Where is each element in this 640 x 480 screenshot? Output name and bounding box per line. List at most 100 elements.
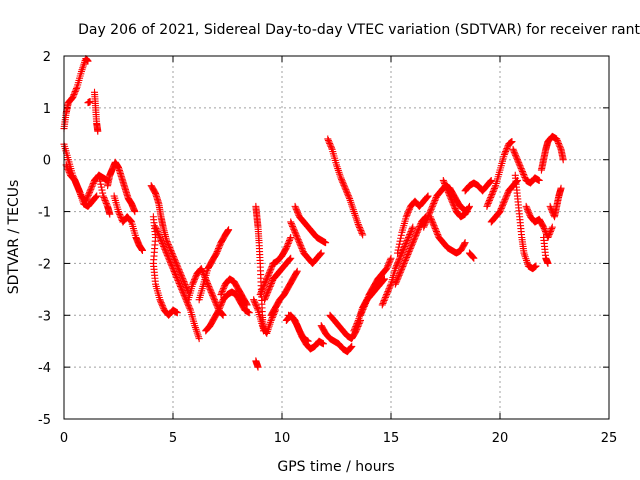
data-point — [553, 136, 561, 144]
data-point — [428, 204, 436, 212]
data-point — [485, 198, 493, 206]
data-point — [396, 268, 404, 276]
data-point — [189, 280, 197, 288]
data-point — [258, 286, 266, 294]
data-point — [398, 250, 406, 258]
data-point — [261, 296, 269, 304]
data-point — [213, 249, 221, 257]
data-point — [126, 216, 134, 224]
data-point — [71, 88, 79, 96]
data-point — [427, 205, 435, 213]
data-point — [296, 240, 304, 248]
data-point — [511, 150, 519, 158]
data-point — [393, 277, 401, 285]
x-tick-label: 10 — [274, 431, 291, 446]
data-point — [266, 268, 274, 276]
data-point — [322, 239, 330, 247]
data-point — [260, 282, 268, 290]
data-point — [193, 329, 201, 337]
data-point — [341, 183, 349, 191]
data-point — [294, 236, 302, 244]
data-point — [427, 214, 435, 222]
data-point — [253, 305, 261, 313]
data-point — [381, 295, 389, 303]
data-point — [450, 202, 458, 210]
data-point — [219, 286, 227, 294]
data-point — [72, 179, 80, 187]
data-point — [72, 178, 80, 186]
data-point — [290, 227, 298, 235]
data-point — [429, 201, 437, 209]
data-point — [347, 198, 355, 206]
data-point — [86, 187, 94, 195]
data-point — [446, 193, 454, 201]
data-point — [210, 296, 218, 304]
data-point — [71, 89, 79, 97]
data-point — [284, 241, 292, 249]
data-point — [156, 234, 164, 241]
data-point — [292, 319, 300, 327]
data-point — [486, 195, 494, 203]
data-point — [317, 249, 325, 257]
data-point — [195, 333, 203, 341]
data-point — [266, 267, 274, 275]
data-point — [521, 251, 529, 259]
data-point — [425, 210, 433, 218]
x-tick-label: 25 — [601, 431, 618, 446]
data-point — [158, 238, 166, 246]
data-point — [382, 292, 390, 300]
x-tick-label: 5 — [169, 431, 177, 446]
data-point — [394, 257, 402, 265]
data-point — [380, 275, 388, 283]
data-point — [399, 245, 407, 253]
data-point — [261, 294, 269, 302]
data-point — [100, 193, 108, 201]
data-point — [361, 299, 369, 307]
data-point — [282, 244, 290, 252]
data-point — [339, 178, 347, 186]
data-point — [266, 320, 274, 328]
data-point — [288, 221, 296, 229]
data-point — [166, 257, 174, 265]
data-point — [191, 324, 199, 332]
data-point — [290, 225, 298, 233]
data-point — [401, 256, 409, 264]
data-point — [336, 172, 344, 180]
data-point — [268, 278, 276, 286]
data-point — [264, 288, 272, 296]
data-point — [407, 228, 415, 236]
data-point — [285, 256, 293, 264]
data-point — [483, 202, 491, 210]
data-point — [174, 276, 182, 284]
data-point — [398, 265, 406, 273]
data-point — [409, 237, 417, 245]
data-point — [510, 148, 518, 156]
data-point — [353, 217, 361, 225]
data-point — [78, 66, 86, 74]
data-point — [449, 200, 457, 208]
data-point — [163, 251, 171, 259]
data-point — [428, 202, 436, 210]
data-point — [522, 255, 530, 263]
data-point — [89, 179, 97, 187]
data-point — [391, 280, 399, 288]
data-point — [87, 184, 95, 192]
data-point — [204, 281, 212, 289]
data-point — [218, 299, 226, 307]
data-point — [402, 239, 410, 247]
data-point — [512, 153, 520, 161]
data-point — [347, 343, 355, 351]
data-point — [545, 231, 553, 239]
data-point — [541, 226, 549, 234]
data-point — [414, 225, 422, 233]
data-point — [87, 185, 95, 193]
data-point — [163, 250, 171, 258]
data-point — [218, 288, 226, 296]
data-point — [357, 226, 365, 234]
data-point — [423, 193, 431, 201]
data-point — [402, 213, 410, 221]
data-point — [168, 262, 176, 270]
data-point — [219, 285, 227, 293]
data-point — [152, 225, 160, 233]
data-point — [447, 194, 455, 202]
